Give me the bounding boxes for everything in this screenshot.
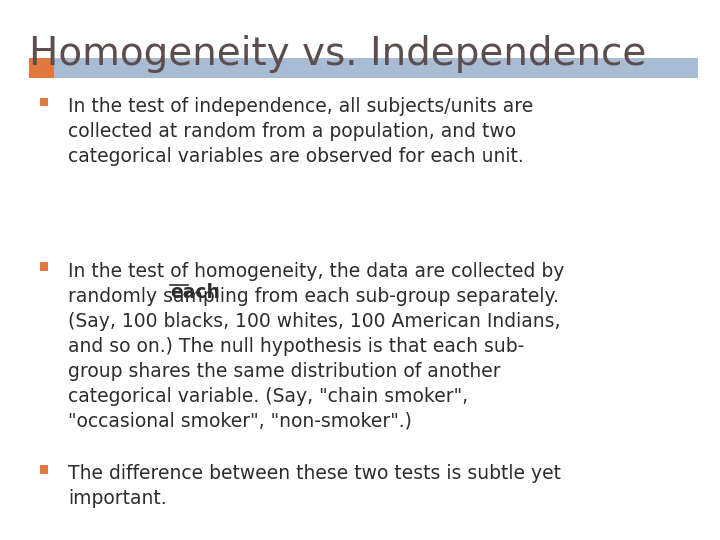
FancyBboxPatch shape: [29, 58, 54, 78]
FancyBboxPatch shape: [40, 262, 48, 271]
Text: each: each: [170, 283, 220, 302]
Text: The difference between these two tests is subtle yet
important.: The difference between these two tests i…: [68, 464, 562, 508]
FancyBboxPatch shape: [40, 98, 48, 106]
Text: Homogeneity vs. Independence: Homogeneity vs. Independence: [29, 35, 646, 73]
FancyBboxPatch shape: [40, 465, 48, 474]
FancyBboxPatch shape: [54, 58, 698, 78]
Text: In the test of independence, all subjects/units are
collected at random from a p: In the test of independence, all subject…: [68, 97, 534, 166]
Text: In the test of homogeneity, the data are collected by
randomly sampling from eac: In the test of homogeneity, the data are…: [68, 262, 564, 431]
